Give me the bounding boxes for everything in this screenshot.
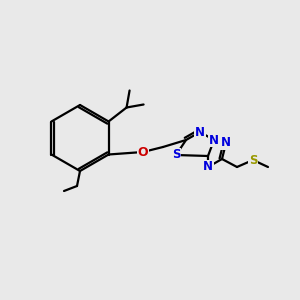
Text: S: S [172, 148, 180, 161]
Text: N: N [221, 136, 231, 149]
Text: S: S [249, 154, 257, 166]
Text: O: O [138, 146, 148, 158]
Text: N: N [195, 125, 205, 139]
Text: N: N [203, 160, 213, 173]
Text: N: N [209, 134, 219, 146]
